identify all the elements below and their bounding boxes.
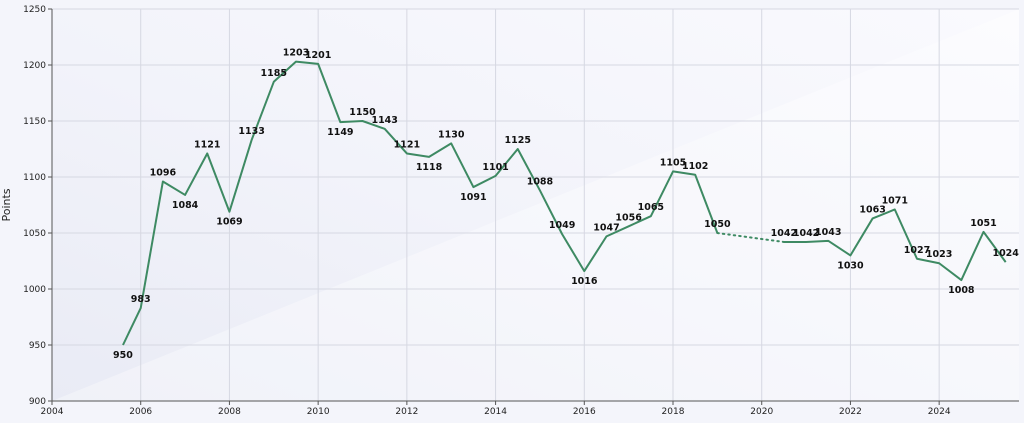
data-label: 1027 [904, 245, 930, 256]
data-label: 1056 [615, 212, 642, 223]
data-label: 1023 [926, 249, 952, 260]
x-tick-label: 2004 [41, 407, 64, 417]
data-label: 1201 [305, 50, 331, 61]
y-tick-label: 1100 [23, 173, 46, 183]
data-label: 1063 [859, 204, 885, 215]
x-tick-label: 2012 [395, 407, 418, 417]
series-line-segment [122, 60, 719, 346]
plot-background-shade [52, 9, 1019, 401]
data-label: 1047 [593, 222, 619, 233]
series-gap-dotted [716, 232, 785, 243]
data-label: 1030 [837, 260, 864, 271]
plot-background [52, 9, 1019, 401]
tick-labels: 2004 2006 2008 2010 2012 2014 2016 2018 2020 2022… [23, 5, 951, 417]
data-label: 1118 [416, 162, 443, 173]
x-tick-label: 2006 [129, 407, 152, 417]
x-tick-label: 2016 [573, 407, 596, 417]
y-tick-label: 1200 [23, 61, 46, 71]
data-label: 1042 [771, 228, 797, 239]
x-tick-label: 2014 [484, 407, 507, 417]
data-label: 1149 [327, 127, 353, 138]
data-label: 1042 [793, 228, 819, 239]
x-tick-label: 2020 [750, 407, 773, 417]
data-label: 1096 [150, 167, 177, 178]
data-label: 1130 [438, 129, 465, 140]
data-label: 1091 [460, 192, 486, 203]
data-label: 1043 [815, 227, 841, 238]
data-label: 1051 [970, 218, 996, 229]
y-tick-label: 1250 [23, 5, 46, 15]
data-label: 1133 [238, 126, 264, 137]
y-axis-label: Points [0, 188, 13, 221]
x-tick-label: 2018 [662, 407, 685, 417]
y-tick-label: 1000 [23, 285, 46, 295]
x-tick-label: 2008 [218, 407, 241, 417]
y-tick-label: 900 [29, 397, 46, 407]
x-tick-label: 2010 [307, 407, 330, 417]
x-tick-label: 2022 [839, 407, 862, 417]
data-label: 1049 [549, 220, 575, 231]
data-label: 1024 [992, 248, 1019, 259]
axes [48, 8, 1019, 405]
data-label: 1065 [638, 202, 664, 213]
data-label: 1016 [571, 276, 598, 287]
data-label: 1185 [261, 68, 287, 79]
data-label: 1084 [172, 200, 199, 211]
y-tick-label: 1150 [23, 117, 46, 127]
y-tick-label: 950 [29, 341, 46, 351]
x-tick-label: 2024 [928, 407, 951, 417]
data-label: 1121 [194, 139, 220, 150]
data-label: 1102 [682, 161, 708, 172]
data-label: 1008 [948, 285, 975, 296]
y-tick-label: 1050 [23, 229, 46, 239]
data-label: 1125 [505, 135, 531, 146]
data-label: 1101 [482, 162, 508, 173]
data-label: 1143 [371, 115, 397, 126]
data-label: 1150 [349, 107, 376, 118]
data-label: 1203 [283, 48, 309, 59]
data-label: 1105 [660, 157, 686, 168]
series-line-segment [783, 208, 1007, 282]
data-label: 1121 [394, 139, 420, 150]
data-label: 1071 [882, 195, 908, 206]
data-label: 983 [131, 294, 151, 305]
data-label: 1069 [216, 217, 242, 228]
data-label: 1088 [527, 176, 554, 187]
data-label: 950 [113, 350, 133, 361]
data-label: 1050 [704, 219, 731, 230]
series-line [122, 60, 1007, 346]
